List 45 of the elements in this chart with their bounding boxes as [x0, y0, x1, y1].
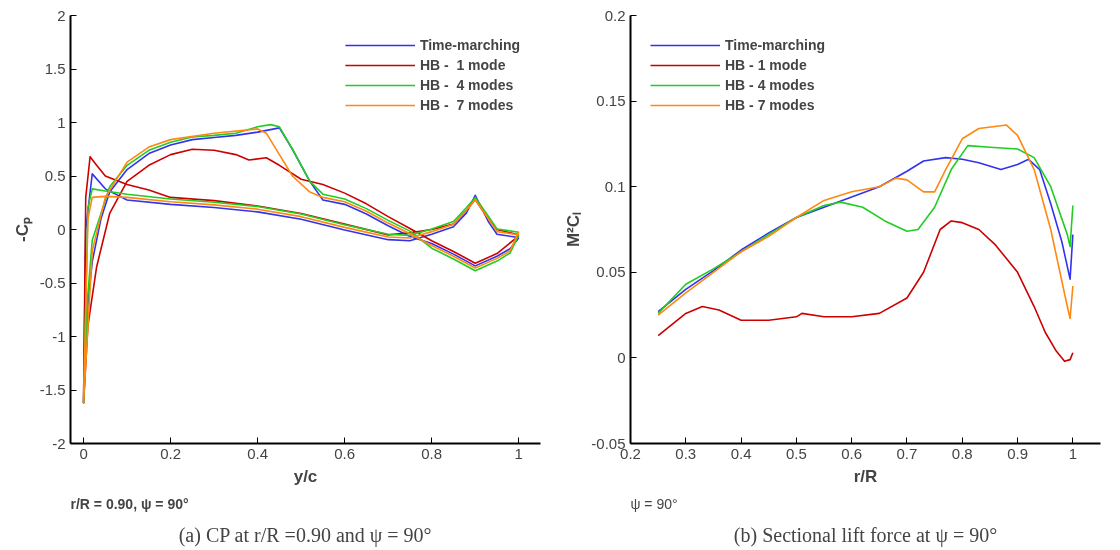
x-tick-label: 0.6 — [334, 444, 356, 462]
legend-label: HB - 1 mode — [419, 57, 506, 73]
x-tick-label: 0 — [79, 444, 88, 462]
y-tick-label: 0.5 — [44, 167, 66, 184]
y-tick-label: -1 — [52, 327, 66, 345]
text: (b) Sectional lift force at ψ = 90° — [733, 523, 998, 547]
x-axis-title: y/c — [293, 466, 318, 486]
y-tick-label: 1.5 — [44, 60, 66, 77]
y-tick-label: -2 — [52, 434, 66, 452]
x-tick-label: 0.4 — [730, 444, 752, 462]
text: (a) CP at r/R =0.90 and ψ = 90° — [178, 523, 432, 547]
x-axis-title: r/R — [853, 466, 878, 486]
y-tick-label: 0.2 — [604, 6, 626, 24]
x-tick-label: 1 — [514, 444, 523, 462]
y-axis-title: M²Cₗ — [564, 211, 584, 248]
x-tick-label: 1 — [1068, 444, 1078, 462]
y-tick-label: 2 — [57, 6, 66, 24]
legend-label: Time-marching — [419, 37, 520, 53]
y-tick-label: 0 — [57, 220, 66, 238]
x-tick-label: 0.2 — [160, 444, 182, 462]
y-tick-label: 0.15 — [596, 92, 626, 110]
y-tick-label: 1 — [57, 113, 66, 131]
legend-label: HB - 4 modes — [725, 77, 815, 93]
x-tick-label: 0.9 — [1007, 444, 1028, 462]
y-tick-label: -0.5 — [39, 274, 66, 291]
x-tick-label: 0.8 — [951, 444, 973, 462]
y-axis-title: -Cₚ — [12, 217, 33, 242]
x-tick-label: 0.4 — [247, 444, 269, 462]
y-tick-label: 0.05 — [596, 263, 626, 281]
text: ψ = 90° — [630, 495, 678, 512]
text: r/R = 0.90, ψ = 90° — [70, 495, 189, 512]
x-tick-label: 0.3 — [675, 444, 697, 462]
legend-label: HB - 4 modes — [419, 77, 514, 93]
legend-label: Time-marching — [725, 37, 826, 53]
y-tick-label: 0 — [617, 348, 626, 366]
x-tick-label: 0.8 — [421, 444, 443, 462]
line-series — [657, 220, 1074, 363]
y-tick-label: -1.5 — [39, 381, 66, 398]
legend-label: HB - 7 modes — [419, 97, 514, 113]
y-tick-label: 0.1 — [604, 177, 626, 195]
x-tick-label: 0.5 — [785, 444, 807, 462]
x-tick-label: 0.7 — [896, 444, 918, 462]
x-tick-label: 0.6 — [841, 444, 863, 462]
legend-label: HB - 1 mode — [725, 57, 807, 73]
legend-label: HB - 7 modes — [725, 97, 815, 113]
